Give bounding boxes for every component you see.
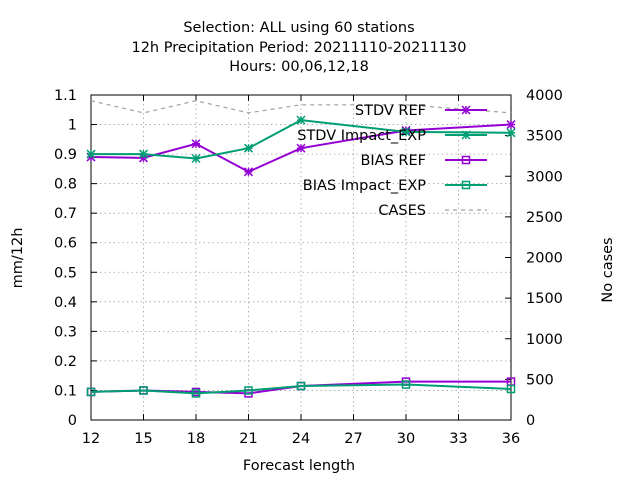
chart-title-line: Hours: 00,06,12,18 [229, 59, 369, 75]
chart-title: Selection: ALL using 60 stations 12h Pre… [131, 20, 466, 75]
y-tick-label: 0.9 [54, 147, 77, 163]
y-tick-label: 0 [68, 413, 77, 429]
y-tick-label: 0.7 [54, 206, 77, 222]
y-tick-label: 0.5 [54, 265, 77, 281]
legend-label: BIAS Impact_EXP [303, 178, 426, 194]
y2-tick-label: 4000 [526, 88, 563, 104]
x-tick-label: 30 [397, 431, 415, 447]
x-tick-label: 21 [239, 431, 257, 447]
square-marker [139, 386, 148, 395]
square-marker [461, 180, 471, 190]
legend-label: CASES [378, 203, 426, 219]
y-tick-label: 0.2 [54, 354, 77, 370]
series-lines [86, 100, 516, 398]
x-tick-label: 18 [187, 431, 205, 447]
star-marker [243, 167, 254, 177]
square-marker [191, 389, 201, 398]
series-cases [90, 100, 512, 114]
legend-label: STDV Impact_EXP [297, 128, 426, 144]
legend: STDV REF STDV Impact_EXP BIAS REF BIAS Impa… [297, 103, 487, 219]
star-marker [86, 149, 96, 159]
star-marker [296, 143, 306, 153]
chart-title-line: Selection: ALL using 60 stations [183, 20, 414, 36]
y-axis-label: mm/12h [10, 228, 26, 289]
y2-axis-label: No cases [600, 237, 616, 302]
star-marker [461, 130, 471, 140]
y2-tick-label: 3500 [526, 129, 563, 145]
star-marker [243, 143, 254, 153]
square-marker [244, 386, 253, 395]
x-tick-label: 15 [134, 431, 152, 447]
x-tick-label: 12 [82, 431, 100, 447]
square-marker [461, 155, 471, 165]
y-tick-label: 0.6 [54, 236, 77, 252]
y2-tick-label: 500 [526, 372, 554, 388]
star-marker [191, 153, 201, 164]
x-tick-label: 27 [344, 431, 362, 447]
square-marker [86, 387, 96, 397]
series-bias-impact-exp [86, 380, 516, 398]
series-line [90, 383, 512, 395]
star-marker [506, 128, 516, 138]
y2-tick-label: 0 [526, 413, 535, 429]
series-line [90, 100, 512, 114]
star-marker [138, 149, 149, 159]
star-marker [506, 120, 516, 130]
square-marker [296, 381, 306, 391]
legend-label: STDV REF [355, 103, 426, 119]
y-tick-label: 0.1 [54, 383, 77, 399]
series-stdv-impact-exp [86, 115, 516, 164]
y2-tick-label: 2500 [526, 210, 563, 226]
y-tick-label: 1.1 [54, 88, 77, 104]
y-tick-label: 0.3 [54, 324, 77, 340]
y2-tick-label: 1000 [526, 332, 563, 348]
star-marker [191, 139, 201, 149]
x-tick-label: 33 [449, 431, 467, 447]
axis-ticks: 12 15 18 21 24 27 30 33 36 0 0.1 0.2 0.3 0.4 0.5 0.6 0.7… [54, 88, 563, 447]
star-marker [461, 105, 471, 115]
x-tick-label: 36 [502, 431, 520, 447]
star-marker [296, 115, 306, 125]
square-marker [506, 384, 516, 394]
square-marker [401, 380, 411, 389]
x-tick-label: 24 [292, 431, 310, 447]
y-tick-label: 1 [68, 118, 77, 134]
y2-tick-label: 1500 [526, 291, 563, 307]
star-marker [401, 127, 411, 137]
chart-title-line: 12h Precipitation Period: 20211110-20211… [131, 40, 466, 56]
y-tick-label: 0.8 [54, 177, 77, 193]
y2-tick-label: 3000 [526, 169, 563, 185]
y-tick-label: 0.4 [54, 295, 77, 311]
x-axis-label: Forecast length [243, 458, 355, 474]
y2-tick-label: 2000 [526, 251, 563, 267]
legend-label: BIAS REF [360, 153, 426, 169]
